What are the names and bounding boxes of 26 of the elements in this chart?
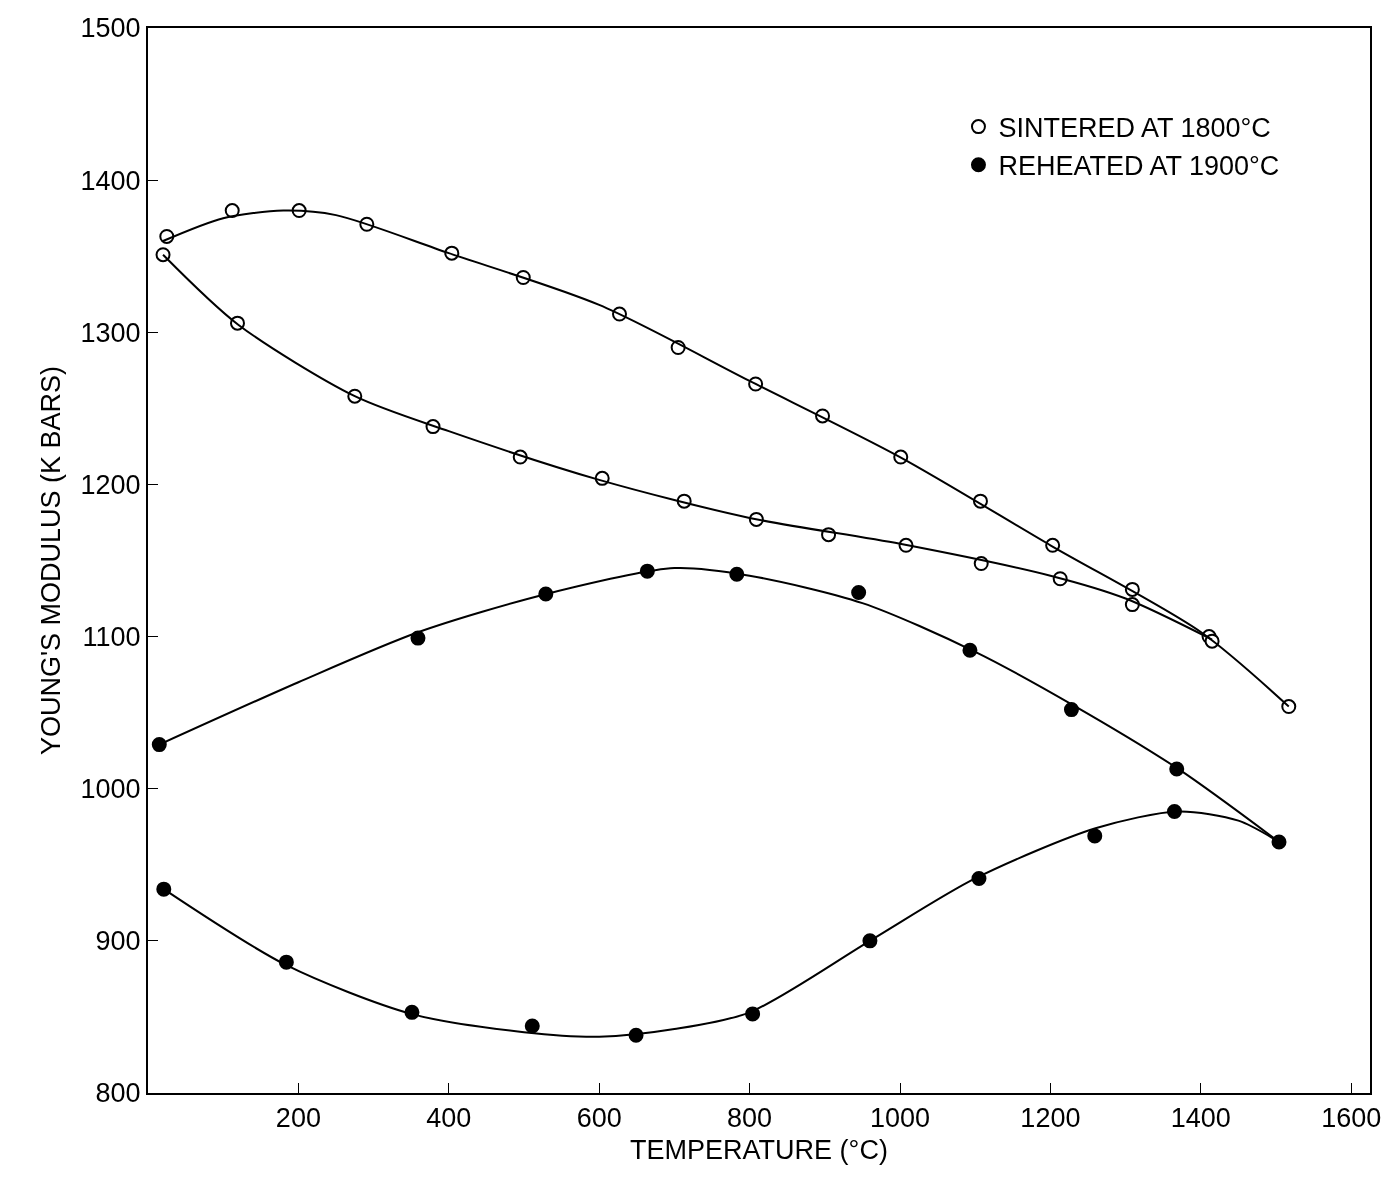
y-tick-label: 1400 bbox=[80, 165, 141, 196]
x-tick-label: 1000 bbox=[869, 1103, 931, 1134]
y-tick-label: 1000 bbox=[80, 774, 141, 805]
legend-label: REHEATED AT 1900°C bbox=[998, 151, 1280, 182]
x-tick-label: 600 bbox=[576, 1103, 622, 1134]
x-axis-title: TEMPERATURE (°C) bbox=[630, 1135, 888, 1166]
x-tick-label: 1200 bbox=[1020, 1103, 1081, 1134]
x-tick-label: 1400 bbox=[1170, 1103, 1231, 1134]
y-tick-label: 1100 bbox=[82, 622, 141, 653]
y-tick-label: 1500 bbox=[80, 13, 141, 44]
point bbox=[156, 881, 172, 897]
point bbox=[151, 737, 167, 753]
point bbox=[851, 584, 867, 600]
point bbox=[1087, 828, 1103, 844]
y-tick-label: 1200 bbox=[80, 469, 141, 500]
legend-label: SINTERED AT 1800°C bbox=[998, 113, 1271, 144]
y-tick-label: 900 bbox=[95, 926, 141, 957]
y-tick-label: 800 bbox=[95, 1078, 141, 1109]
x-tick-label: 1600 bbox=[1321, 1103, 1382, 1134]
x-tick-label: 800 bbox=[727, 1103, 773, 1134]
x-tick-label: 200 bbox=[275, 1103, 321, 1134]
point bbox=[524, 1018, 540, 1034]
x-tick-label: 400 bbox=[426, 1103, 472, 1134]
y-tick-label: 1300 bbox=[80, 317, 141, 348]
point bbox=[224, 203, 240, 219]
y-axis-title: YOUNG'S MODULUS (K BARS) bbox=[36, 365, 67, 756]
